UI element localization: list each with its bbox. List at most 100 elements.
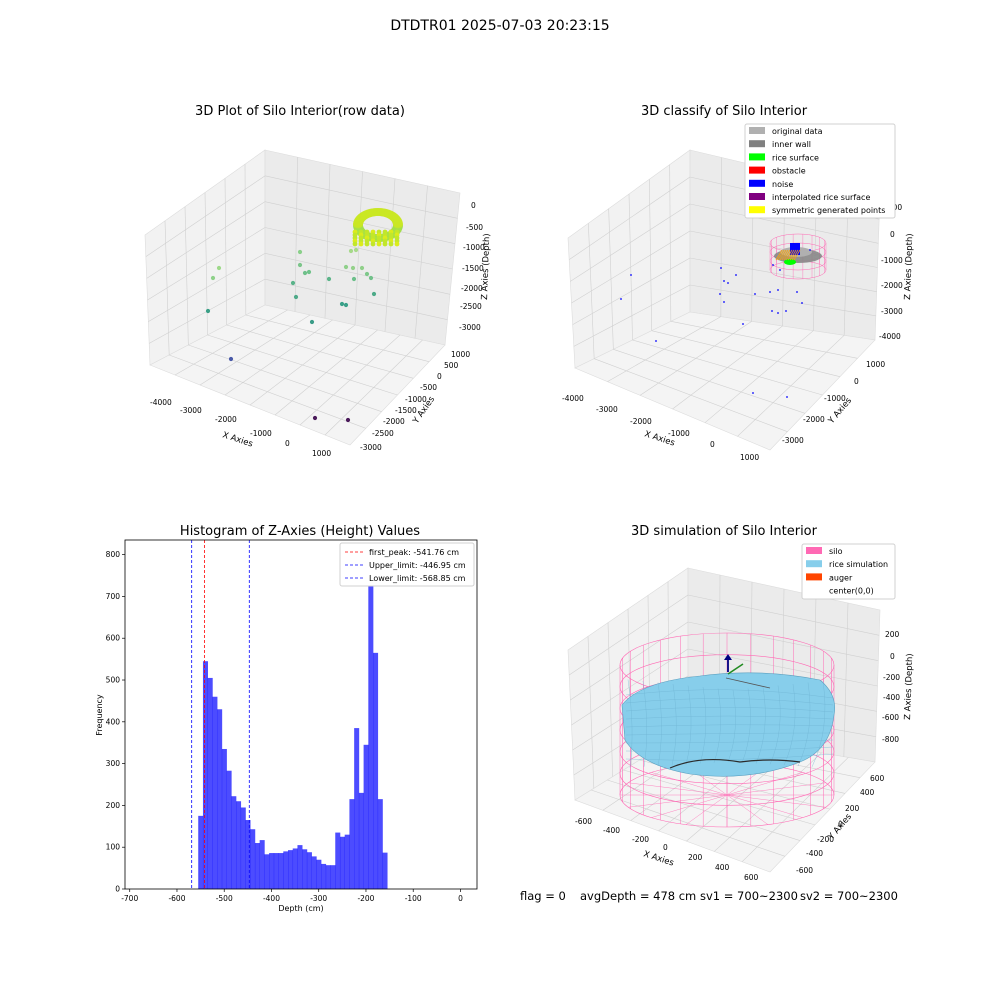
noise-point [796,291,798,293]
p4-ytick: -600 [796,866,813,875]
panel3-title: Histogram of Z-Axies (Height) Values [179,524,421,539]
data-point [290,280,296,286]
grid-line [264,175,458,219]
grid-line [264,227,453,270]
legend-swatch [749,153,765,161]
grid-line [571,648,689,726]
grid-line [174,309,288,376]
p2-zlabel: Z Axies (Depth) [903,233,915,300]
silo-floor-line [726,794,803,818]
silo-floor-line [726,794,826,808]
histogram-bar [302,849,308,889]
noise-point [742,323,744,325]
legend-label: original data [772,127,823,136]
data-point [312,415,318,421]
p4-zlabel: Z Axies (Depth) [903,653,915,720]
p3-legend: first_peak: -541.76 cm Upper_limit: -446.… [339,542,475,587]
data-point [205,308,211,314]
noise-point [655,340,657,342]
grid-line [568,176,691,260]
p4-xtick: -200 [632,835,649,844]
surface-mesh-line [769,685,781,765]
data-point [210,275,216,281]
noise-cluster [790,243,800,255]
panel4-title: 3D simulation of Silo Interior [631,524,817,539]
grid-line [689,257,877,292]
y-tick-label: 0 [115,885,120,894]
surface-mesh-line [755,686,766,764]
p2-legend: original data inner wall rice surface obsta… [744,123,896,219]
legend-label: Lower_limit: -568.85 cm [369,574,466,583]
histogram-bar [283,851,289,889]
silo-floor-line [726,782,826,796]
auger-line [789,249,797,261]
data-point [350,265,356,271]
p4-xtick: 0 [663,843,668,852]
grid-line [199,314,311,386]
grid-line [672,325,783,410]
histogram-bar [240,807,246,889]
surface-mesh-line [713,688,721,763]
p2-xtick: -2000 [630,417,652,426]
histogram-bar [335,832,341,889]
y-tick-label: 300 [106,759,121,768]
surface-point [382,241,388,247]
data-point [371,291,377,297]
surface-mesh-line [625,724,834,728]
histogram-bar [373,652,379,889]
p1-zlabel: Z Axies (Depth) [480,233,492,300]
p1-xtick: 1000 [312,449,331,458]
histogram-bar [368,560,374,889]
grid-line [224,319,333,396]
grid-line [570,621,689,701]
histogram-bar [207,677,213,889]
p1-ytick: 0 [437,372,442,381]
p1-ztick: -2500 [460,302,482,311]
histogram-bar [316,859,322,889]
legend-label: auger [829,573,853,582]
surface-mesh-line [699,686,707,764]
grid-line [568,594,689,676]
legend-swatch [749,166,765,174]
silo-floor-line [651,772,728,796]
data-point [228,356,234,362]
histogram-bar [321,863,327,889]
histogram-bar [226,770,232,889]
p2-ztick: -4000 [879,332,901,341]
grid-line [639,321,752,396]
surface-mesh-line [625,746,834,752]
figure-suptitle: DTDTR01 2025-07-03 20:23:15 [390,18,610,34]
histogram-bar [250,829,256,889]
noise-point [771,310,773,312]
noise-point [801,302,803,304]
p2-ztick: -2000 [881,281,903,290]
surface-mesh-line [671,683,677,766]
legend-label: symmetric generated points [772,206,885,215]
data-point [216,265,222,271]
p4-ytick: -400 [806,849,823,858]
p4-xtick: 400 [715,863,730,872]
grid-line [147,227,266,301]
noise-point [727,282,729,284]
legend-label: interpolated rice surface [772,193,870,202]
grid-line [741,757,849,862]
panel2-title: 3D classify of Silo Interior [640,104,808,119]
histogram-bar [311,856,317,889]
legend-label: first_peak: -541.76 cm [369,548,459,557]
histogram-bar [354,728,360,889]
auger-line [787,249,795,261]
y-tick-label: 700 [106,592,121,601]
p1-ztick: -3000 [459,323,481,332]
histogram-bar [264,854,270,889]
p2-xtick: -4000 [562,394,584,403]
avg-depth-text: avgDepth = 478 cm [580,889,697,903]
noise-point [772,264,774,266]
histogram-bar [382,852,388,889]
data-point [359,265,365,271]
legend-swatch [806,547,822,554]
x-tick-label: -600 [168,894,185,903]
p1-ztick: -500 [466,223,483,232]
data-point [351,276,357,282]
legend-swatch [749,127,765,134]
surface-mesh-line [625,732,834,736]
